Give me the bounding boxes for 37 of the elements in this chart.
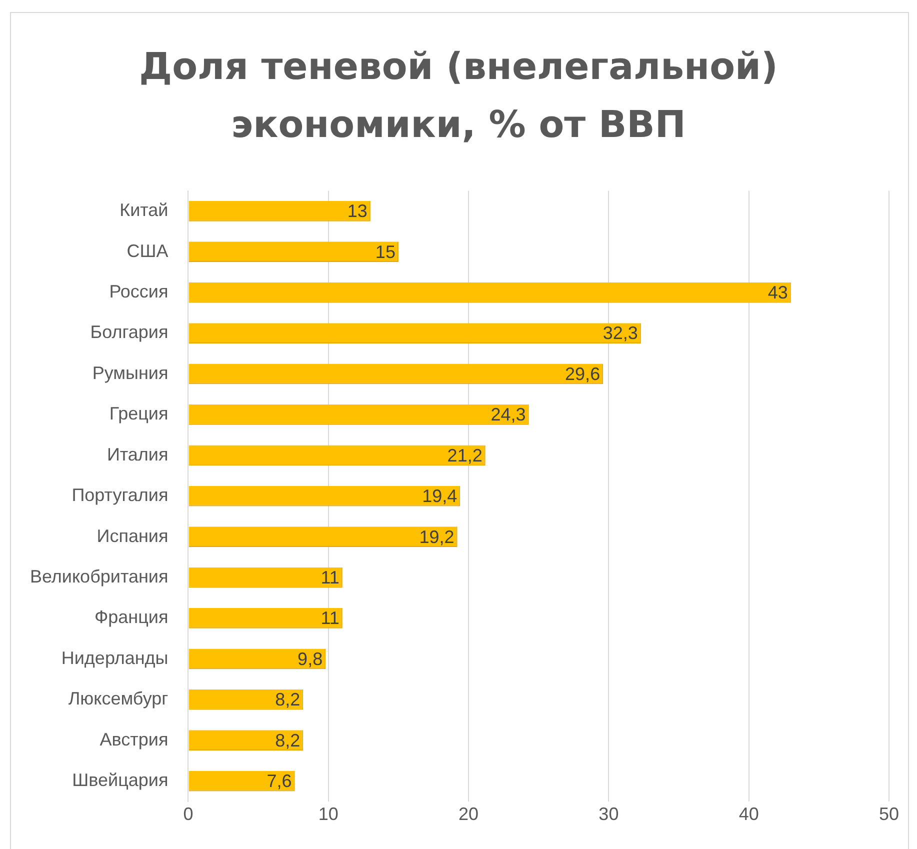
y-tick-label: Испания	[96, 526, 168, 546]
y-tick-label: Болгария	[90, 322, 168, 342]
y-tick-label: Швейцария	[72, 770, 168, 790]
x-tick-label: 10	[318, 804, 338, 824]
y-tick-label: Австрия	[100, 729, 168, 750]
chart-title: Доля теневой (внелегальной) экономики, % от ВВП	[138, 44, 779, 148]
y-tick-label: Греция	[109, 404, 168, 424]
y-tick-label: США	[126, 240, 168, 261]
y-tick-label: Франция	[94, 607, 168, 628]
y-tick-label: Португалия	[72, 485, 168, 506]
y-tick-label: Румыния	[92, 362, 168, 383]
data-label: 13	[347, 201, 368, 222]
data-label: 8,2	[275, 690, 300, 710]
data-label: 9,8	[298, 648, 323, 669]
data-label: 7,6	[266, 771, 292, 792]
data-label: 29,6	[565, 364, 600, 384]
data-label: 11	[320, 567, 340, 588]
data-label: 21,2	[447, 445, 482, 466]
x-tick-label: 20	[458, 804, 479, 824]
data-label: 15	[375, 242, 396, 262]
y-tick-label: Россия	[109, 282, 168, 302]
data-label: 19,2	[419, 526, 454, 547]
y-tick-label: Нидерланды	[61, 648, 168, 668]
y-tick-label: Великобритания	[30, 566, 168, 586]
data-label: 11	[320, 608, 340, 628]
x-tick-label: 0	[183, 804, 194, 824]
y-tick-label: Люксембург	[68, 688, 169, 709]
y-tick-label: Китай	[120, 200, 168, 220]
data-label: 32,3	[602, 323, 638, 344]
data-label: 24,3	[490, 404, 526, 425]
x-tick-label: 50	[878, 804, 900, 824]
data-label: 19,4	[422, 486, 458, 506]
data-label: 8,2	[275, 730, 300, 750]
x-tick-label: 40	[738, 804, 759, 824]
data-label: 43	[768, 282, 788, 303]
y-tick-label: Италия	[106, 444, 168, 464]
x-tick-label: 30	[598, 804, 619, 824]
